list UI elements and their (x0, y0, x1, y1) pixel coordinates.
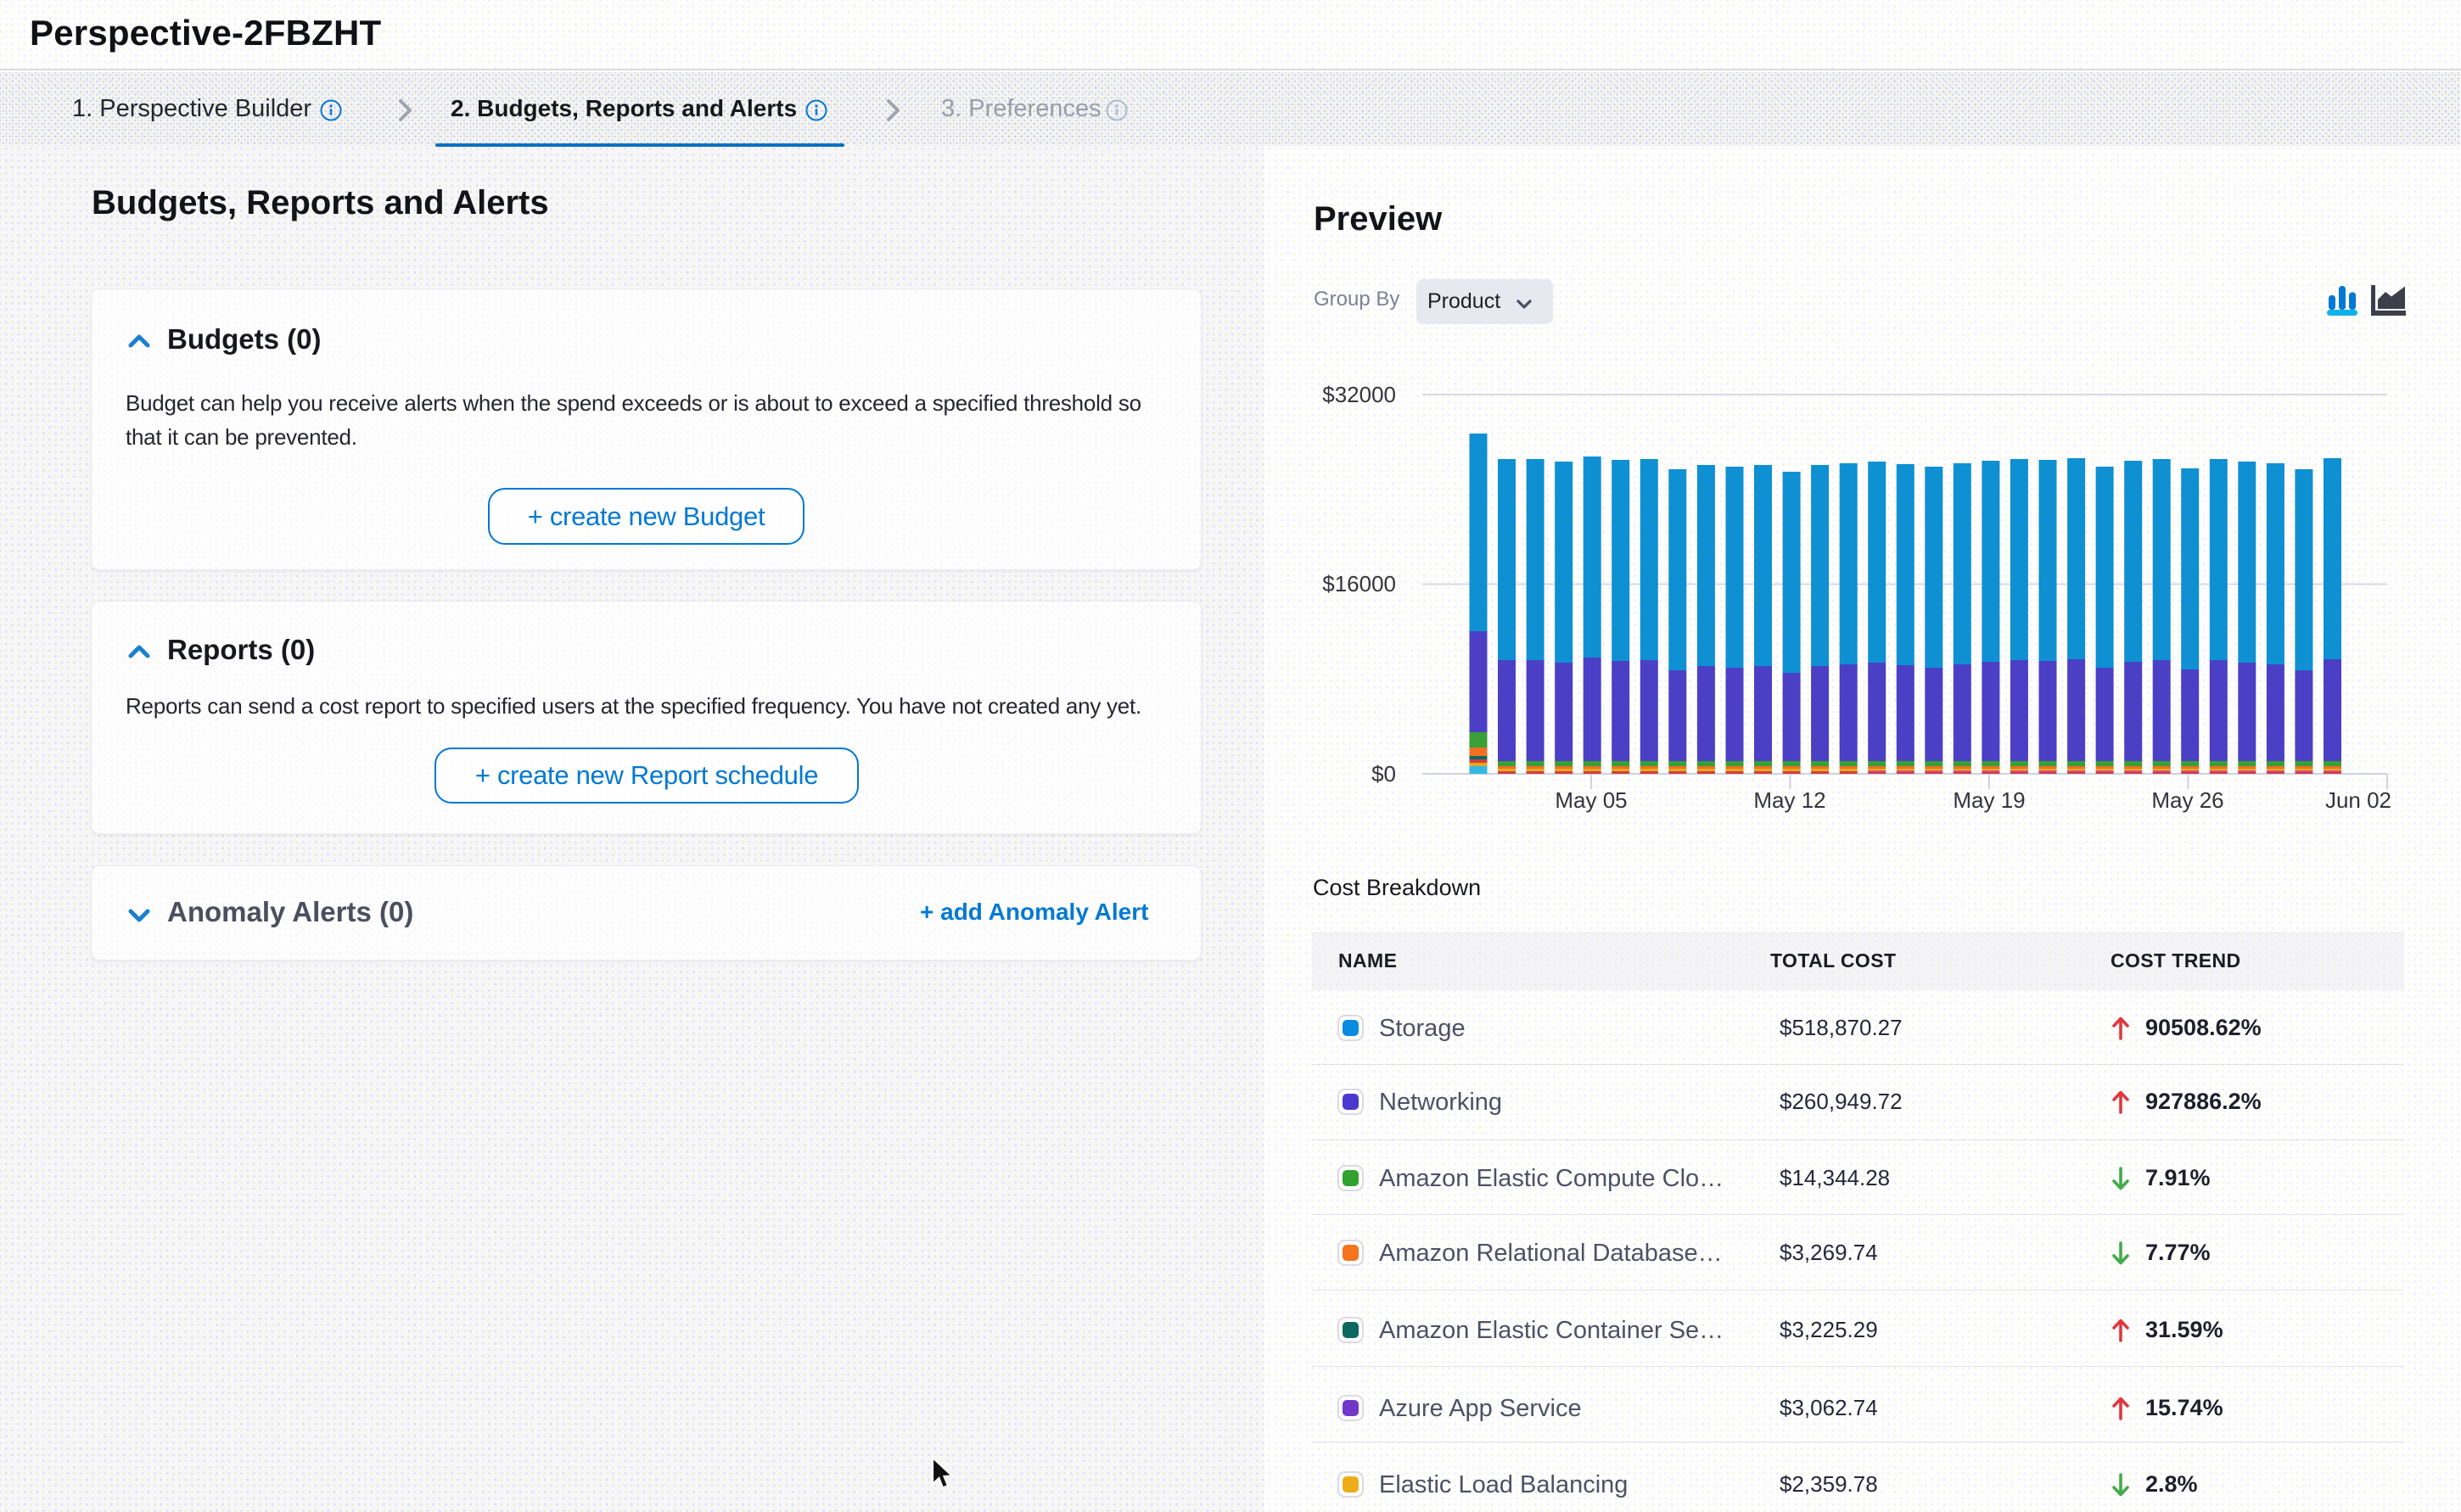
svg-text:$0: $0 (1371, 761, 1396, 787)
svg-text:May 19: May 19 (1953, 787, 2025, 813)
svg-text:May 12: May 12 (1753, 787, 1825, 813)
svg-text:May 26: May 26 (2151, 787, 2223, 813)
svg-text:$32000: $32000 (1322, 382, 1396, 407)
svg-text:$16000: $16000 (1322, 571, 1396, 596)
svg-text:May 05: May 05 (1555, 787, 1627, 813)
svg-text:Jun 02: Jun 02 (2325, 787, 2391, 813)
